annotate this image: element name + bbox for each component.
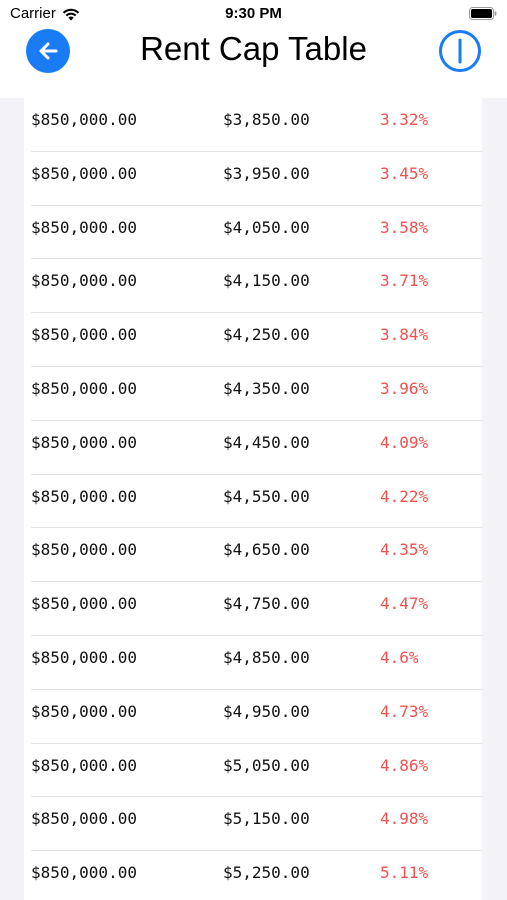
row-divider [31,796,482,798]
purchase-price-cell: $850,000.00 [31,594,137,614]
cap-rate-cell: 3.84% [380,325,429,345]
table-row[interactable]: $850,000.00 $3,950.00 3.45% [24,152,482,206]
page-title: Rent Cap Table [140,30,367,67]
rent-cap-table: $850,000.00 $3,850.00 3.32% $850,000.00 $3,9… [24,98,482,900]
cap-rate-cell: 3.45% [380,163,429,183]
carrier-label: Carrier [10,5,56,22]
status-bar: Carrier 9:30 PM [0,0,507,28]
table-row[interactable]: $850,000.00 $4,950.00 4.73% [24,690,482,744]
table-row[interactable]: $850,000.00 $4,450.00 4.09% [24,421,482,475]
table-row[interactable]: $850,000.00 $4,150.00 3.71% [24,259,482,314]
row-divider [31,473,482,475]
carrier-indicator: Carrier [10,5,80,22]
purchase-price-cell: $850,000.00 [31,217,137,237]
purchase-price-cell: $850,000.00 [31,163,137,183]
info-button[interactable] [438,29,482,73]
row-divider [31,688,482,690]
monthly-rent-cell: $4,850.00 [223,647,310,667]
cap-rate-cell: 3.71% [380,271,429,291]
purchase-price-cell: $850,000.00 [31,647,137,667]
purchase-price-cell: $850,000.00 [31,325,137,345]
row-divider [31,850,482,852]
table-row[interactable]: $850,000.00 $5,150.00 4.98% [24,797,482,852]
table-row[interactable]: $850,000.00 $4,250.00 3.84% [24,313,482,367]
monthly-rent-cell: $5,050.00 [223,755,310,775]
row-divider [31,258,482,260]
purchase-price-cell: $850,000.00 [31,271,137,291]
battery-icon [469,7,497,20]
purchase-price-cell: $850,000.00 [31,432,137,452]
row-divider [31,634,482,636]
cap-rate-cell: 4.35% [380,540,429,560]
cap-rate-cell: 4.86% [380,755,429,775]
cap-rate-cell: 3.32% [380,110,429,129]
row-divider [31,150,482,152]
table-scroll-area[interactable]: $850,000.00 $3,850.00 3.32% $850,000.00 $3,9… [0,98,507,900]
table-row[interactable]: $850,000.00 $5,250.00 5.11% [24,851,482,900]
cap-rate-cell: 3.96% [380,378,429,398]
monthly-rent-cell: $4,750.00 [223,594,310,614]
purchase-price-cell: $850,000.00 [31,755,137,775]
monthly-rent-cell: $3,850.00 [223,110,310,129]
cap-rate-cell: 4.98% [380,809,429,829]
table-row[interactable]: $850,000.00 $4,750.00 4.47% [24,582,482,636]
navigation-bar: Rent Cap Table [0,28,507,98]
cap-rate-cell: 3.58% [380,217,429,237]
monthly-rent-cell: $4,550.00 [223,486,310,506]
monthly-rent-cell: $4,150.00 [223,271,310,291]
cap-rate-cell: 4.73% [380,701,429,721]
table-row[interactable]: $850,000.00 $4,650.00 4.35% [24,528,482,583]
row-divider [31,419,482,421]
table-row[interactable]: $850,000.00 $4,350.00 3.96% [24,367,482,421]
table-row[interactable]: $850,000.00 $3,850.00 3.32% [24,98,482,152]
cap-rate-cell: 4.6% [380,647,419,667]
row-divider [31,204,482,206]
purchase-price-cell: $850,000.00 [31,809,137,829]
cap-rate-cell: 4.47% [380,594,429,614]
purchase-price-cell: $850,000.00 [31,378,137,398]
monthly-rent-cell: $4,950.00 [223,701,310,721]
arrow-left-icon [39,42,58,60]
purchase-price-cell: $850,000.00 [31,701,137,721]
table-row[interactable]: $850,000.00 $4,850.00 4.6% [24,636,482,690]
table-row[interactable]: $850,000.00 $5,050.00 4.86% [24,744,482,798]
purchase-price-cell: $850,000.00 [31,540,137,560]
status-time: 9:30 PM [225,5,282,22]
monthly-rent-cell: $4,050.00 [223,217,310,237]
info-circle-icon [439,30,481,72]
purchase-price-cell: $850,000.00 [31,110,137,129]
monthly-rent-cell: $5,150.00 [223,809,310,829]
row-divider [31,527,482,529]
monthly-rent-cell: $5,250.00 [223,863,310,883]
monthly-rent-cell: $4,650.00 [223,540,310,560]
purchase-price-cell: $850,000.00 [31,486,137,506]
monthly-rent-cell: $4,450.00 [223,432,310,452]
wifi-icon [62,8,80,20]
back-button[interactable] [26,29,70,73]
row-divider [31,365,482,367]
table-row[interactable]: $850,000.00 $4,550.00 4.22% [24,475,482,529]
table-row[interactable]: $850,000.00 $4,050.00 3.58% [24,206,482,260]
row-divider [31,581,482,583]
row-divider [31,312,482,314]
cap-rate-cell: 5.11% [380,863,429,883]
monthly-rent-cell: $4,250.00 [223,325,310,345]
cap-rate-cell: 4.09% [380,432,429,452]
cap-rate-cell: 4.22% [380,486,429,506]
monthly-rent-cell: $4,350.00 [223,378,310,398]
monthly-rent-cell: $3,950.00 [223,163,310,183]
row-divider [31,742,482,744]
purchase-price-cell: $850,000.00 [31,863,137,883]
